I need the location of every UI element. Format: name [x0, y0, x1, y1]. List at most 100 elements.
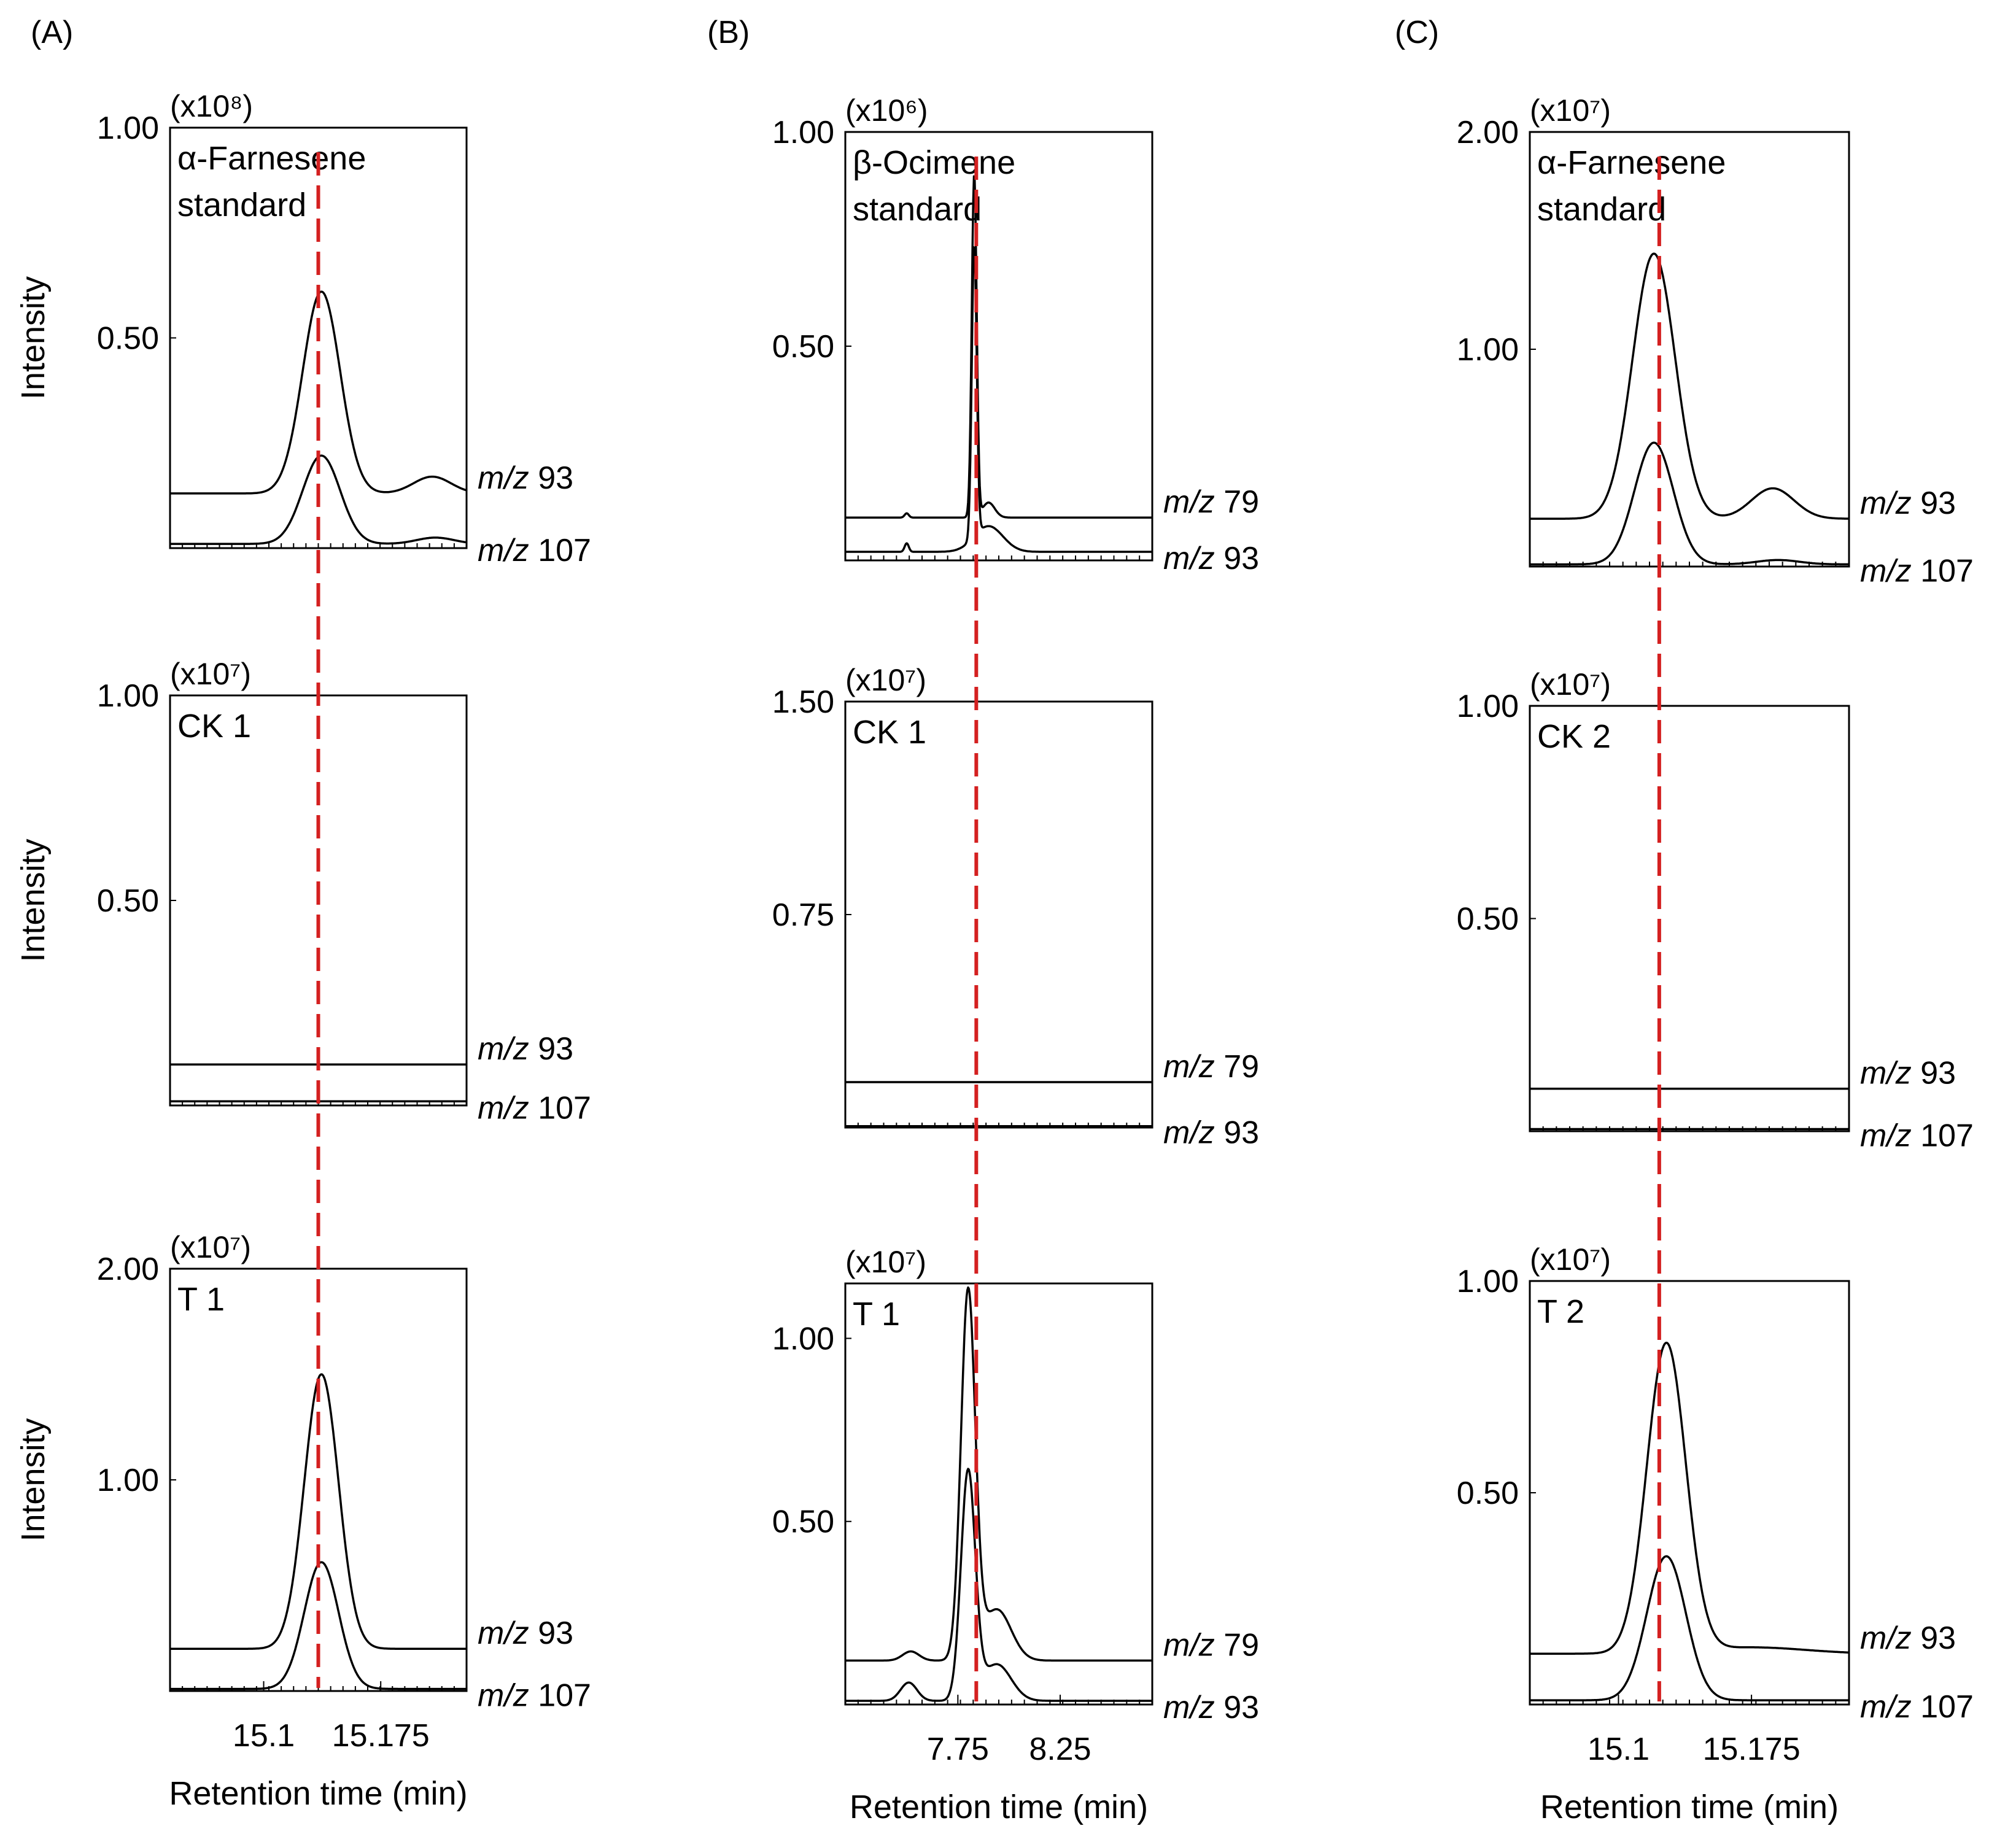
scale-factor-label: (x10⁷) — [845, 1245, 926, 1279]
trace-label: m/z 93 — [478, 1031, 573, 1067]
y-tick-label: 1.00 — [772, 1321, 834, 1356]
y-tick-label: 0.50 — [97, 883, 159, 919]
trace-label: m/z 107 — [1860, 1118, 1974, 1154]
y-axis-label: Intensity — [15, 1418, 52, 1541]
x-axis-label: Retention time (min) — [850, 1789, 1148, 1825]
trace-label-mz: m/z — [1860, 1620, 1912, 1656]
scale-factor-label: (x10⁷) — [845, 663, 926, 697]
sample-label: T 1 — [177, 1281, 225, 1318]
trace-label-number: 107 — [538, 533, 591, 568]
y-tick-label: 1.00 — [772, 115, 834, 150]
trace-label-mz: m/z — [1163, 1690, 1215, 1725]
trace-label-mz: m/z — [478, 1678, 529, 1714]
trace-label-number: 107 — [1920, 1689, 1974, 1725]
trace-mz-79 — [845, 1286, 1153, 1662]
trace-label: m/z 93 — [478, 460, 573, 496]
scale-factor-label: (x10⁷) — [1530, 1242, 1611, 1277]
y-tick-label: 0.50 — [772, 1504, 834, 1540]
trace-label-number: 79 — [1223, 1627, 1259, 1663]
y-tick-label: 1.50 — [772, 684, 834, 720]
trace-label: m/z 107 — [478, 533, 591, 568]
trace-label-mz: m/z — [1860, 1118, 1912, 1154]
sample-label: standard — [177, 187, 306, 223]
trace-label-number: 107 — [1920, 1118, 1974, 1154]
y-tick-label: 1.00 — [1457, 1264, 1519, 1299]
trace-label: m/z 79 — [1163, 484, 1259, 520]
panel-letter: (A) — [31, 15, 73, 50]
x-axis-label: Retention time (min) — [169, 1775, 467, 1812]
panel-letter: (C) — [1395, 15, 1439, 50]
plot-frame — [844, 700, 1153, 1129]
x-tick-label: 8.25 — [1029, 1732, 1091, 1767]
trace-label-mz: m/z — [1163, 541, 1215, 576]
y-tick-label: 1.00 — [97, 1463, 159, 1498]
trace-label-number: 93 — [1223, 1115, 1259, 1151]
sample-label: α-Farnesene — [177, 140, 366, 177]
scale-factor-label: (x10⁷) — [170, 657, 251, 691]
sample-label: standard — [1537, 191, 1666, 228]
trace-label-number: 93 — [538, 1616, 573, 1651]
trace-label: m/z 93 — [1163, 541, 1259, 576]
trace-label-mz: m/z — [1163, 1627, 1215, 1663]
trace-label-mz: m/z — [478, 460, 529, 496]
subplot-ck-1: (x10⁷) 1.00 0.50 Intensity CK 1 m/z 93 m/z 107 — [15, 657, 591, 1126]
trace-label-mz: m/z — [1163, 1049, 1215, 1085]
trace-label: m/z 93 — [1163, 1115, 1259, 1151]
x-tick-label: 15.1 — [1588, 1732, 1650, 1767]
x-tick-label: 15.175 — [1703, 1732, 1801, 1767]
trace-label: m/z 79 — [1163, 1049, 1259, 1085]
y-tick-label: 1.00 — [1457, 332, 1519, 368]
trace-label-mz: m/z — [478, 1616, 529, 1651]
sample-label: β-Ocimene — [853, 144, 1015, 181]
trace-label-number: 79 — [1223, 1049, 1259, 1085]
trace-mz-93 — [845, 246, 1153, 553]
trace-mz-93 — [1529, 252, 1850, 520]
y-axis-label: Intensity — [15, 276, 52, 400]
trace-label-number: 79 — [1223, 484, 1259, 520]
trace-label-mz: m/z — [1163, 1115, 1215, 1151]
y-axis-label: Intensity — [15, 838, 52, 962]
scale-factor-label: (x10⁸) — [170, 89, 253, 123]
trace-label-mz: m/z — [1860, 1056, 1912, 1091]
trace-label-number: 93 — [1920, 1056, 1956, 1091]
scale-factor-label: (x10⁷) — [170, 1230, 251, 1264]
y-tick-label: 1.00 — [1457, 689, 1519, 724]
scale-factor-label: (x10⁷) — [1530, 667, 1611, 702]
trace-label-mz: m/z — [1860, 1689, 1912, 1725]
trace-label-mz: m/z — [1163, 484, 1215, 520]
y-tick-label: 2.00 — [1457, 115, 1519, 150]
x-tick-label: 15.175 — [332, 1718, 430, 1754]
trace-label-number: 107 — [1920, 553, 1974, 589]
trace-label-number: 93 — [1920, 486, 1956, 521]
plot-frame — [844, 1282, 1153, 1706]
trace-label-mz: m/z — [1860, 553, 1912, 589]
trace-label-mz: m/z — [478, 1031, 529, 1067]
trace-label-number: 107 — [538, 1678, 591, 1714]
trace-label: m/z 93 — [478, 1616, 573, 1651]
plot-frame — [1529, 705, 1850, 1132]
trace-label: m/z 79 — [1163, 1627, 1259, 1663]
trace-mz-107 — [1529, 1555, 1850, 1701]
sample-label: T 1 — [853, 1296, 900, 1333]
panel-c: (C) (x10⁷) 2.00 1.00 α-Farnesene standard m/z … — [1395, 15, 1974, 1825]
trace-label: m/z 107 — [1860, 553, 1974, 589]
sample-label: CK 2 — [1537, 718, 1611, 755]
trace-mz-93 — [1529, 1341, 1850, 1655]
y-tick-label: 0.50 — [1457, 1476, 1519, 1511]
y-tick-label: 0.50 — [772, 329, 834, 365]
trace-label-number: 93 — [1223, 1690, 1259, 1725]
trace-label: m/z 107 — [478, 1678, 591, 1714]
trace-mz-79 — [845, 175, 1153, 519]
panel-a: (A) (x10⁸) 1.00 0.50 Intensity α-Farnesene sta… — [15, 15, 591, 1812]
trace-label-number: 93 — [538, 1031, 573, 1067]
sample-label: CK 1 — [177, 708, 251, 745]
y-tick-label: 0.50 — [97, 321, 159, 357]
trace-label: m/z 107 — [478, 1090, 591, 1126]
y-tick-label: 1.00 — [97, 678, 159, 714]
trace-label: m/z 107 — [1860, 1689, 1974, 1725]
y-tick-label: 0.50 — [1457, 902, 1519, 937]
